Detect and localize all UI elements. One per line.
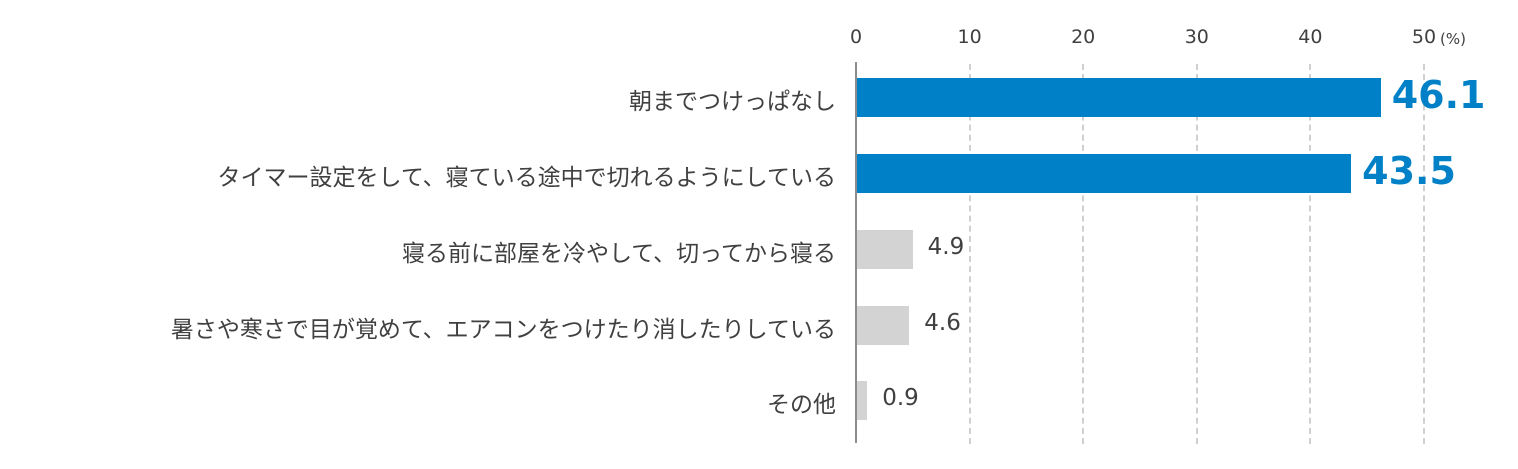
x-tick-label: 50 — [1411, 26, 1437, 48]
gridline — [1195, 64, 1198, 444]
value-label: 43.5 — [1362, 149, 1456, 193]
category-label: その他 — [767, 392, 836, 418]
x-tick-label: 30 — [1184, 26, 1209, 48]
bar — [857, 78, 1381, 117]
category-label: タイマー設定をして、寝ている途中で切れるようにしている — [217, 165, 836, 191]
bar — [857, 381, 868, 420]
gridline — [1423, 64, 1425, 444]
gridline — [968, 64, 971, 444]
bar — [857, 306, 910, 345]
category-label: 暑さや寒さで目が覚めて、エアコンをつけたり消したりしている — [170, 317, 836, 343]
value-label: 4.6 — [924, 310, 961, 336]
x-tick-label: 0 — [849, 26, 863, 48]
value-label: 0.9 — [882, 385, 919, 411]
gridline — [1309, 64, 1312, 444]
bar — [857, 154, 1352, 193]
category-label: 寝る前に部屋を冷やして、切ってから寝る — [401, 241, 836, 267]
gridline — [1082, 64, 1085, 444]
x-tick-label: 10 — [957, 26, 982, 48]
category-label: 朝までつけっぱなし — [629, 89, 836, 115]
bar — [857, 230, 913, 269]
value-label: 46.1 — [1391, 73, 1486, 117]
x-tick-label: 40 — [1298, 26, 1323, 48]
value-label: 4.9 — [927, 234, 965, 260]
unit-label: (%) — [1440, 30, 1466, 48]
x-tick-label: 20 — [1071, 26, 1096, 48]
y-axis-line — [855, 62, 857, 443]
